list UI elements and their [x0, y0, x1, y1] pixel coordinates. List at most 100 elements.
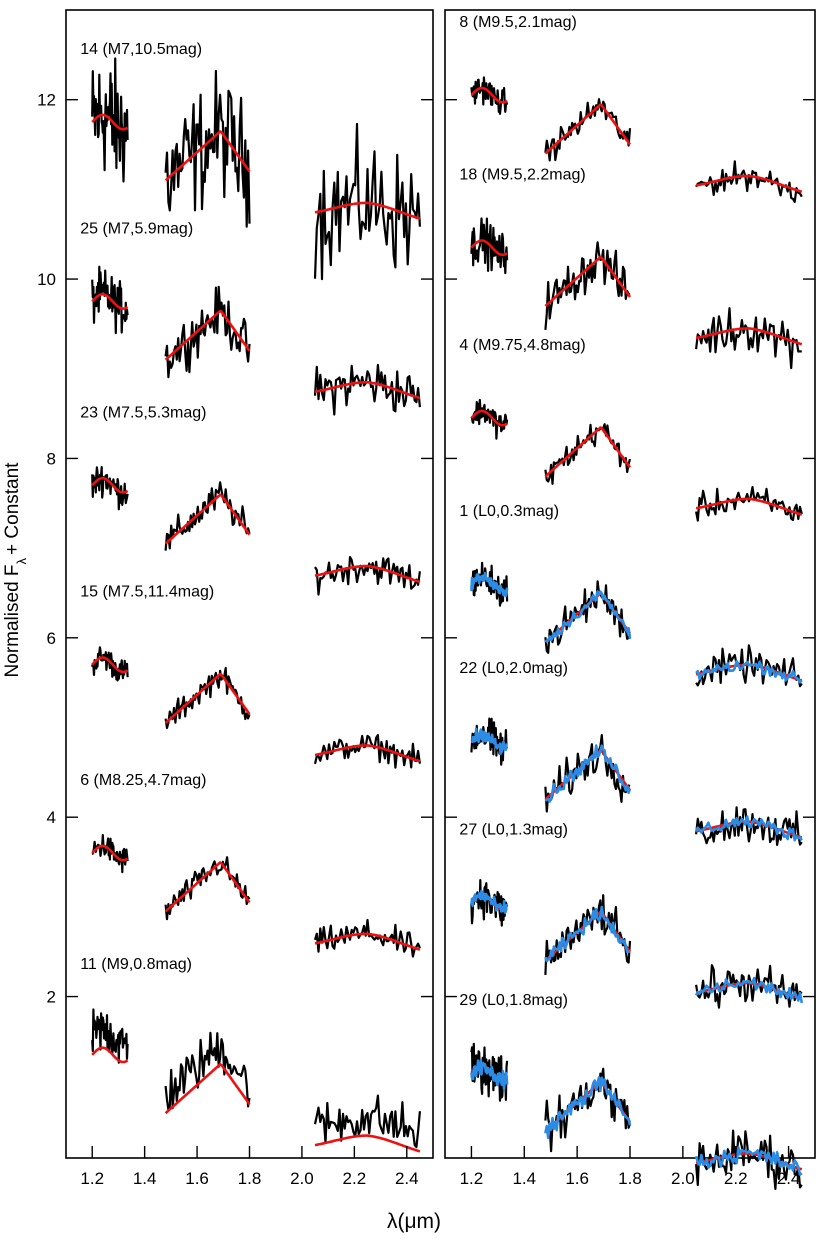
axes: 1.2 1.4 1.6 1.8 2.0 2.2 2.4 2 4 6 8 10 12 1.2 1.4 1.6 1.… [37, 91, 815, 1188]
spectrum-0-5: 11 (M9,0.8mag) [80, 956, 421, 1153]
model-spectrum-line [91, 293, 129, 310]
observed-spectrum-line [544, 241, 631, 330]
observed-spectrum-line [544, 1067, 632, 1153]
observed-spectrum-line [91, 57, 129, 183]
model-spectrum-line [470, 409, 508, 427]
x-tick-label: 1.4 [133, 1169, 157, 1188]
x-tick-label: 2.2 [343, 1169, 367, 1188]
spectrum-label: 4 (M9.75,4.8mag) [459, 337, 585, 354]
spectrum-label: 1 (L0,0.3mag) [459, 503, 559, 520]
model-spectrum-line [695, 174, 803, 193]
spectrum-0-4: 6 (M8.25,4.7mag) [80, 772, 421, 958]
spectrum-1-5: 27 (L0,1.3mag) [459, 821, 804, 1009]
spectrum-0-0: 14 (M7,10.5mag) [80, 41, 421, 281]
alt-model-spectrum-line [470, 727, 508, 755]
alt-model-spectrum-line [544, 1076, 632, 1140]
spectrum-1-0: 8 (M9.5,2.1mag) [459, 14, 803, 203]
spectrum-label: 18 (M9.5,2.2mag) [459, 167, 585, 184]
x-axis-label: λ(μm) [387, 1210, 441, 1233]
spectrum-label: 25 (M7,5.9mag) [80, 220, 193, 237]
model-spectrum-line [314, 380, 421, 400]
y-tick-label: 4 [47, 808, 56, 827]
x-tick-label: 1.6 [185, 1169, 209, 1188]
spectrum-label: 23 (M7.5,5.3mag) [80, 404, 206, 421]
spectrum-label: 15 (M7.5,11.4mag) [80, 584, 214, 601]
observed-spectrum-line [313, 918, 421, 958]
spectrum-1-6: 29 (L0,1.8mag) [459, 992, 803, 1190]
alt-model-spectrum-line [544, 590, 632, 643]
model-spectrum-line [695, 327, 803, 346]
model-spectrum-line [91, 656, 129, 674]
x-tick-label: 1.8 [238, 1169, 262, 1188]
observed-spectrum-line [314, 556, 421, 596]
spectrum-0-3: 15 (M7.5,11.4mag) [80, 584, 421, 769]
observed-spectrum-line [544, 98, 632, 162]
alt-model-spectrum-line [694, 976, 804, 1004]
observed-spectrum-line [544, 894, 632, 975]
model-spectrum-line [314, 201, 421, 220]
right-panel: 8 (M9.5,2.1mag) 18 (M9.5,2.2mag) 4 (M9.75,… [459, 14, 804, 1190]
observed-spectrum-line [544, 734, 631, 813]
y-tick-label: 8 [47, 449, 56, 468]
alt-model-spectrum-line [694, 815, 803, 842]
x-tick-label: 2.4 [395, 1169, 419, 1188]
spectrum-label: 6 (M8.25,4.7mag) [80, 772, 206, 789]
alt-model-spectrum-line [695, 659, 803, 684]
spectrum-label: 8 (M9.5,2.1mag) [459, 14, 576, 31]
observed-spectrum-line [695, 1129, 803, 1190]
observed-spectrum-line [470, 561, 509, 607]
model-spectrum-line [164, 861, 251, 913]
x-tick-label: 2.2 [724, 1169, 748, 1188]
x-tick-label: 2.0 [671, 1169, 695, 1188]
model-spectrum-line [164, 309, 251, 361]
model-spectrum-line [544, 103, 632, 155]
y-tick-label: 6 [47, 629, 56, 648]
observed-spectrum-line [91, 646, 129, 682]
x-tick-label: 1.6 [565, 1169, 589, 1188]
observed-spectrum-line [164, 481, 251, 551]
model-spectrum-line [544, 255, 632, 307]
model-spectrum-line [91, 476, 129, 494]
x-tick-label: 2.4 [777, 1169, 801, 1188]
y-axis-label: Normalised Fλ+ Constant [2, 462, 29, 678]
spectrum-0-2: 23 (M7.5,5.3mag) [80, 404, 421, 596]
observed-spectrum-line [91, 834, 129, 874]
observed-spectrum-line [470, 217, 509, 275]
observed-spectrum-line [695, 644, 803, 688]
alt-model-spectrum-line [694, 1146, 803, 1176]
observed-spectrum-line [91, 1008, 129, 1064]
observed-spectrum-line [470, 879, 509, 927]
spectrum-label: 29 (L0,1.8mag) [459, 992, 568, 1009]
observed-spectrum-line [470, 717, 509, 766]
model-spectrum-line [470, 239, 508, 257]
spectrum-0-1: 25 (M7,5.9mag) [80, 220, 421, 416]
spectrum-label: 11 (M9,0.8mag) [80, 956, 192, 973]
x-tick-label: 1.2 [460, 1169, 484, 1188]
observed-spectrum-line [695, 806, 803, 846]
spectrum-label: 14 (M7,10.5mag) [80, 41, 202, 58]
model-spectrum-line [314, 1134, 421, 1153]
observed-spectrum-line [164, 69, 251, 228]
model-spectrum-line [164, 493, 251, 545]
y-tick-label: 2 [47, 988, 56, 1007]
spectrum-1-4: 22 (L0,2.0mag) [459, 660, 803, 846]
model-spectrum-line [164, 672, 251, 724]
model-spectrum-line [314, 932, 421, 951]
left-panel: 14 (M7,10.5mag) 25 (M7,5.9mag) 23 (M7.5,5.… [80, 41, 421, 1153]
y-tick-label: 12 [37, 91, 56, 110]
model-spectrum-line [314, 564, 421, 584]
alt-model-spectrum-line [470, 571, 509, 598]
model-spectrum-line [91, 844, 129, 862]
observed-spectrum-line [91, 265, 129, 335]
model-spectrum-line [470, 86, 508, 104]
observed-spectrum-line [91, 466, 129, 511]
model-spectrum-line [314, 744, 421, 763]
spectrum-1-3: 1 (L0,0.3mag) [459, 503, 803, 688]
model-spectrum-line [91, 1046, 129, 1064]
model-spectrum-line [544, 426, 632, 478]
observed-spectrum-line [164, 1031, 251, 1111]
y-tick-label: 10 [37, 270, 56, 289]
alt-model-spectrum-line [470, 1059, 509, 1091]
observed-spectrum-line [695, 486, 803, 522]
